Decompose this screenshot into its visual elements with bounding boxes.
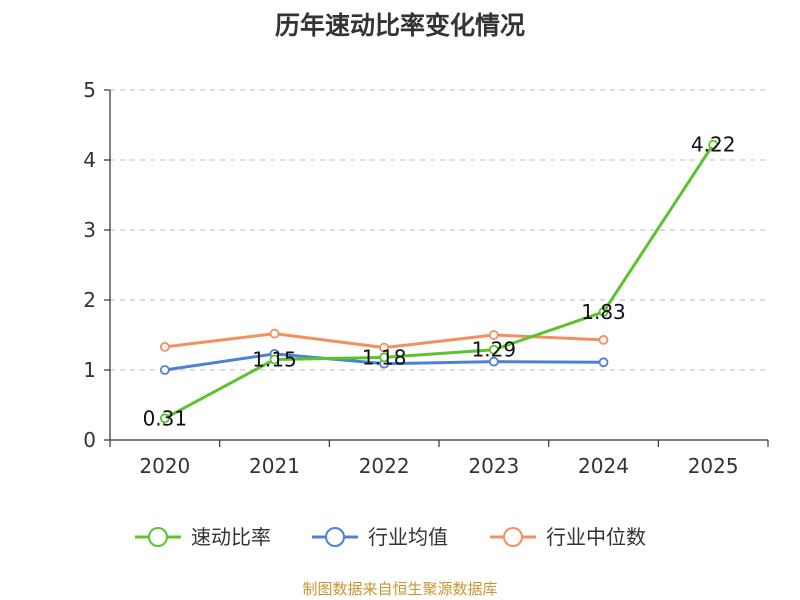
y-tick-label-0: 0 — [83, 428, 96, 452]
legend-label: 行业均值 — [368, 525, 448, 549]
axes: 0 1 2 3 4 5 2020 2021 2022 2023 2024 2025 — [83, 78, 769, 478]
point-2-2021 — [269, 328, 280, 339]
x-tick-label-2025: 2025 — [688, 454, 739, 478]
point-0-2022 — [379, 352, 390, 363]
y-tick-label-3: 3 — [83, 218, 96, 242]
y-tick-label-1: 1 — [83, 358, 96, 382]
data-label-2023: 1.29 — [472, 338, 517, 362]
point-0-2020 — [159, 413, 170, 424]
data-label-2021: 1.15 — [252, 348, 297, 372]
point-1-2023 — [488, 356, 499, 367]
legend-item-1[interactable]: 行业均值 — [312, 525, 448, 549]
y-tick-label-2: 2 — [83, 288, 96, 312]
point-2-2024 — [598, 334, 609, 345]
point-0-2025 — [708, 139, 719, 150]
source-note: 制图数据来自恒生聚源数据库 — [302, 580, 498, 598]
legend-swatch-marker — [503, 527, 523, 547]
data-label-2025: 4.22 — [691, 133, 736, 157]
chart-title: 历年速动比率变化情况 — [275, 11, 525, 40]
x-tick-label-2024: 2024 — [578, 454, 629, 478]
x-tick-label-2020: 2020 — [139, 454, 190, 478]
grid-lines — [110, 89, 768, 371]
legend-swatch-marker — [148, 527, 168, 547]
legend-label: 行业中位数 — [546, 525, 646, 549]
data-label-2022: 1.18 — [362, 345, 407, 369]
point-0-2024 — [598, 306, 609, 317]
legend[interactable]: 速动比率 行业均值 行业中位数 — [135, 525, 646, 549]
point-1-2024 — [598, 357, 609, 368]
point-0-2023 — [488, 344, 499, 355]
x-tick-label-2023: 2023 — [468, 454, 519, 478]
series-layer — [159, 139, 719, 424]
data-label-2020: 0.31 — [143, 406, 188, 430]
x-tick-label-2022: 2022 — [359, 454, 410, 478]
point-2-2023 — [488, 330, 499, 340]
x-tick-label-2021: 2021 — [249, 454, 300, 478]
data-labels: 0.31 1.15 1.18 1.29 1.83 4.22 — [143, 133, 736, 431]
legend-item-2[interactable]: 行业中位数 — [490, 525, 646, 549]
legend-swatch-marker — [325, 527, 345, 547]
legend-item-0[interactable]: 速动比率 — [135, 525, 271, 549]
series-line-0 — [164, 143, 715, 420]
y-tick-label-4: 4 — [83, 148, 96, 172]
point-0-2021 — [269, 354, 280, 365]
legend-label: 速动比率 — [191, 525, 271, 549]
y-tick-label-5: 5 — [83, 78, 96, 102]
point-2-2020 — [159, 341, 170, 352]
data-label-2024: 1.83 — [581, 300, 626, 324]
point-1-2020 — [159, 365, 170, 375]
point-2-2022 — [379, 342, 390, 353]
